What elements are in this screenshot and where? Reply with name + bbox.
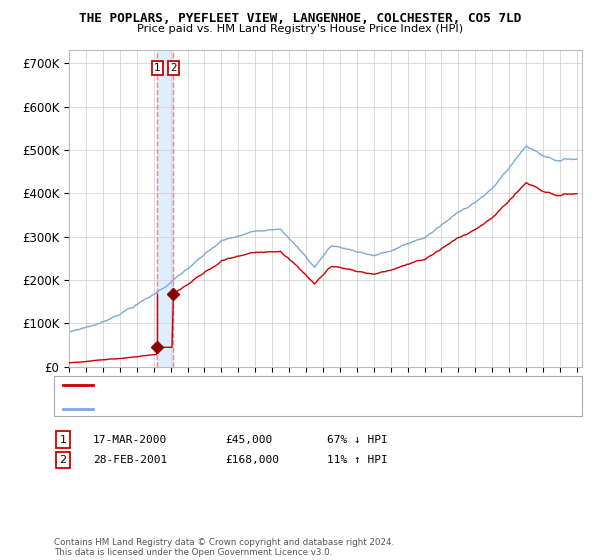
Text: 17-MAR-2000: 17-MAR-2000 [93,435,167,445]
Text: 67% ↓ HPI: 67% ↓ HPI [327,435,388,445]
Text: 1: 1 [59,435,67,445]
Text: £168,000: £168,000 [225,455,279,465]
Text: 11% ↑ HPI: 11% ↑ HPI [327,455,388,465]
Text: Price paid vs. HM Land Registry's House Price Index (HPI): Price paid vs. HM Land Registry's House … [137,24,463,34]
Text: 2: 2 [59,455,67,465]
Text: 2: 2 [170,63,176,73]
Text: 1: 1 [154,63,161,73]
Text: 28-FEB-2001: 28-FEB-2001 [93,455,167,465]
Text: THE POPLARS, PYEFLEET VIEW, LANGENHOE, COLCHESTER, CO5 7LD (detached house): THE POPLARS, PYEFLEET VIEW, LANGENHOE, C… [96,380,527,389]
Text: £45,000: £45,000 [225,435,272,445]
Text: Contains HM Land Registry data © Crown copyright and database right 2024.
This d: Contains HM Land Registry data © Crown c… [54,538,394,557]
Text: HPI: Average price, detached house, Colchester: HPI: Average price, detached house, Colc… [96,404,361,413]
Bar [157,50,173,367]
Text: THE POPLARS, PYEFLEET VIEW, LANGENHOE, COLCHESTER, CO5 7LD: THE POPLARS, PYEFLEET VIEW, LANGENHOE, C… [79,12,521,25]
